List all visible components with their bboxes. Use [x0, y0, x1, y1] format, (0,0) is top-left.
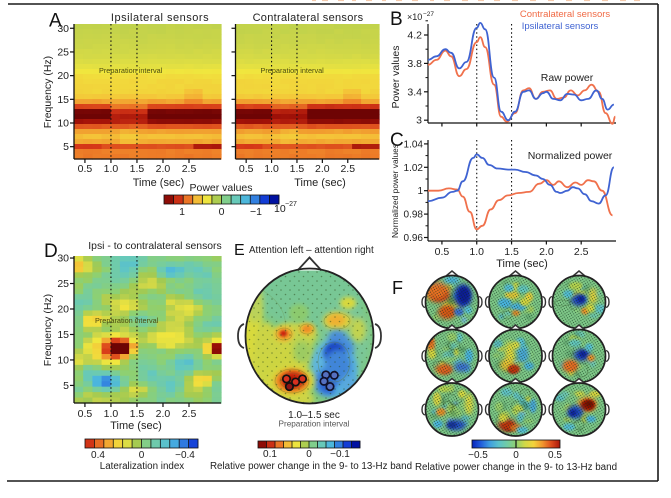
svg-text:Normalized power: Normalized power: [528, 150, 613, 162]
svg-text:5: 5: [63, 141, 69, 153]
svg-text:30: 30: [57, 253, 69, 265]
svg-text:Frequency (Hz): Frequency (Hz): [42, 294, 54, 366]
svg-text:Preparation interval: Preparation interval: [261, 66, 325, 75]
svg-text:0: 0: [139, 450, 145, 461]
svg-text:3.4: 3.4: [407, 86, 422, 98]
svg-text:−27: −27: [285, 201, 297, 208]
svg-text:Power values: Power values: [390, 45, 402, 108]
svg-text:25: 25: [57, 278, 69, 290]
svg-text:1.0: 1.0: [104, 408, 119, 420]
svg-text:Power values: Power values: [189, 182, 252, 194]
svg-text:−1: −1: [250, 206, 262, 218]
svg-text:Relative power change in the 9: Relative power change in the 9- to 13-Hz…: [415, 462, 617, 473]
svg-text:0.1: 0.1: [263, 449, 277, 460]
svg-text:Ipsilateral sensors: Ipsilateral sensors: [522, 21, 599, 32]
svg-text:1.02: 1.02: [404, 163, 424, 174]
svg-text:−0.1: −0.1: [330, 449, 350, 460]
svg-text:Preparation interval: Preparation interval: [279, 420, 350, 429]
svg-text:0.5: 0.5: [435, 246, 450, 258]
svg-text:Time (sec): Time (sec): [110, 420, 162, 432]
svg-text:3.8: 3.8: [407, 58, 422, 70]
svg-text:Relative power change in the 9: Relative power change in the 9- to 13-Hz…: [210, 461, 412, 472]
svg-text:0: 0: [306, 449, 312, 460]
svg-text:5: 5: [63, 380, 69, 392]
svg-text:0: 0: [513, 450, 519, 461]
svg-text:2.5: 2.5: [182, 408, 197, 420]
svg-text:Time (sec): Time (sec): [496, 258, 548, 270]
svg-text:Frequency (Hz): Frequency (Hz): [42, 56, 54, 128]
svg-text:Time (sec): Time (sec): [294, 177, 346, 189]
svg-text:0.5: 0.5: [78, 408, 93, 420]
svg-text:1.0: 1.0: [469, 246, 484, 258]
svg-text:Ipsi - to contralateral sensor: Ipsi - to contralateral sensors: [88, 241, 221, 252]
svg-text:1.5: 1.5: [130, 163, 145, 175]
svg-text:2.5: 2.5: [340, 163, 355, 175]
svg-text:4.2: 4.2: [407, 30, 422, 42]
svg-text:Preparation interval: Preparation interval: [95, 316, 159, 325]
svg-text:F: F: [392, 278, 403, 298]
svg-text:Contralateral sensors: Contralateral sensors: [520, 9, 611, 20]
svg-text:Time (sec): Time (sec): [133, 177, 185, 189]
svg-text:3: 3: [416, 115, 422, 127]
svg-text:25: 25: [57, 46, 69, 58]
svg-text:2.0: 2.0: [539, 246, 554, 258]
svg-text:15: 15: [57, 329, 69, 341]
svg-text:1.0–1.5 sec: 1.0–1.5 sec: [288, 410, 340, 421]
svg-text:1.04: 1.04: [404, 139, 424, 150]
svg-text:2.0: 2.0: [156, 163, 171, 175]
svg-text:2.0: 2.0: [315, 163, 330, 175]
svg-text:1.0: 1.0: [264, 163, 279, 175]
svg-text:0.96: 0.96: [404, 233, 424, 244]
svg-text:−27: −27: [423, 11, 434, 18]
svg-text:D: D: [44, 241, 58, 262]
svg-text:1: 1: [417, 186, 423, 197]
svg-text:1: 1: [179, 206, 185, 218]
svg-text:10: 10: [274, 203, 286, 215]
svg-text:B: B: [390, 9, 403, 30]
svg-text:−0.4: −0.4: [175, 450, 195, 461]
svg-text:0: 0: [219, 206, 225, 218]
svg-text:1.0: 1.0: [104, 163, 119, 175]
svg-text:2.5: 2.5: [182, 163, 197, 175]
svg-text:Attention left – attention rig: Attention left – attention right: [249, 245, 374, 256]
svg-text:20: 20: [57, 70, 69, 82]
svg-text:−0.5: −0.5: [468, 450, 488, 461]
svg-text:E: E: [234, 242, 245, 259]
svg-text:2.5: 2.5: [574, 246, 589, 258]
svg-text:Ipsilateral sensors: Ipsilateral sensors: [111, 12, 209, 24]
svg-text:20: 20: [57, 303, 69, 315]
svg-text:C: C: [390, 130, 404, 151]
svg-text:0.5: 0.5: [239, 163, 254, 175]
svg-text:2.0: 2.0: [156, 408, 171, 420]
svg-text:10: 10: [57, 354, 69, 366]
svg-text:Raw power: Raw power: [541, 72, 594, 84]
svg-text:0.4: 0.4: [91, 450, 105, 461]
svg-text:1.5: 1.5: [130, 408, 145, 420]
svg-text:Lateralization index: Lateralization index: [100, 461, 185, 472]
svg-text:Normalized power values: Normalized power values: [390, 144, 400, 238]
svg-text:A: A: [49, 11, 62, 32]
svg-text:1.5: 1.5: [504, 246, 519, 258]
svg-text:30: 30: [57, 23, 69, 35]
svg-text:×10: ×10: [407, 12, 422, 22]
svg-text:10: 10: [57, 118, 69, 130]
svg-text:Contralateral sensors: Contralateral sensors: [253, 12, 364, 24]
svg-text:0.5: 0.5: [548, 450, 562, 461]
svg-text:15: 15: [57, 94, 69, 106]
svg-text:1.5: 1.5: [290, 163, 305, 175]
svg-text:0.98: 0.98: [404, 210, 424, 221]
svg-text:Preparation interval: Preparation interval: [99, 66, 163, 75]
svg-text:0.5: 0.5: [78, 163, 93, 175]
